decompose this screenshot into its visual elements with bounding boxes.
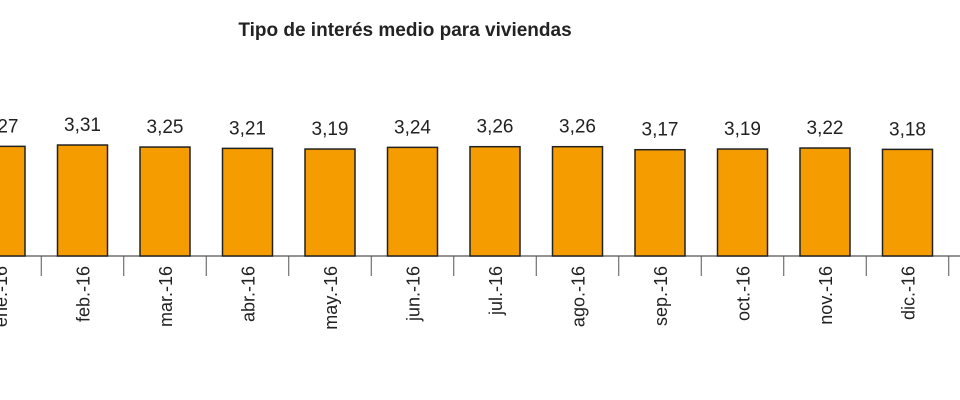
chart-title: Tipo de interés medio para viviendas: [238, 20, 571, 41]
bar: [881, 148, 934, 257]
bar: [799, 147, 851, 257]
bar: [634, 148, 686, 257]
x-tick-label: sep.-16: [651, 266, 671, 326]
x-tick-label: mar.-16: [156, 266, 176, 327]
value-label: 3,22: [807, 118, 844, 139]
value-label: 3,26: [559, 117, 596, 138]
bar: [56, 144, 109, 257]
bar: [0, 145, 26, 257]
value-label: 3,26: [477, 117, 514, 138]
bar: [551, 145, 604, 257]
bar: [139, 146, 191, 257]
x-tick-label: ago.-16: [569, 266, 589, 327]
x-tick-label: dic.-16: [899, 266, 919, 320]
x-tick-label: oct.-16: [734, 266, 754, 321]
value-label: 3,27: [0, 116, 18, 137]
value-label: 3,17: [642, 120, 679, 141]
x-tick-label: nov.-16: [816, 266, 836, 325]
value-label: 3,19: [724, 119, 761, 140]
value-label: 3,21: [229, 118, 266, 139]
value-label: 3,25: [147, 117, 184, 138]
bar: [469, 145, 521, 257]
value-label: 3,31: [64, 115, 101, 136]
value-label: 3,19: [312, 119, 349, 140]
x-tick-label: jul.-16: [486, 266, 506, 316]
bar: [386, 146, 439, 257]
bar: [304, 148, 356, 257]
bar: [221, 147, 274, 257]
x-tick-label: jun.-16: [404, 266, 424, 322]
x-tick-label: may.-16: [321, 266, 341, 330]
value-label: 3,24: [394, 117, 431, 138]
x-tick-label: feb.-16: [74, 266, 94, 322]
x-tick-label: abr.-16: [239, 266, 259, 322]
bar: [716, 148, 769, 257]
value-label: 3,18: [889, 119, 926, 140]
x-tick-label: ene.-16: [0, 266, 11, 327]
